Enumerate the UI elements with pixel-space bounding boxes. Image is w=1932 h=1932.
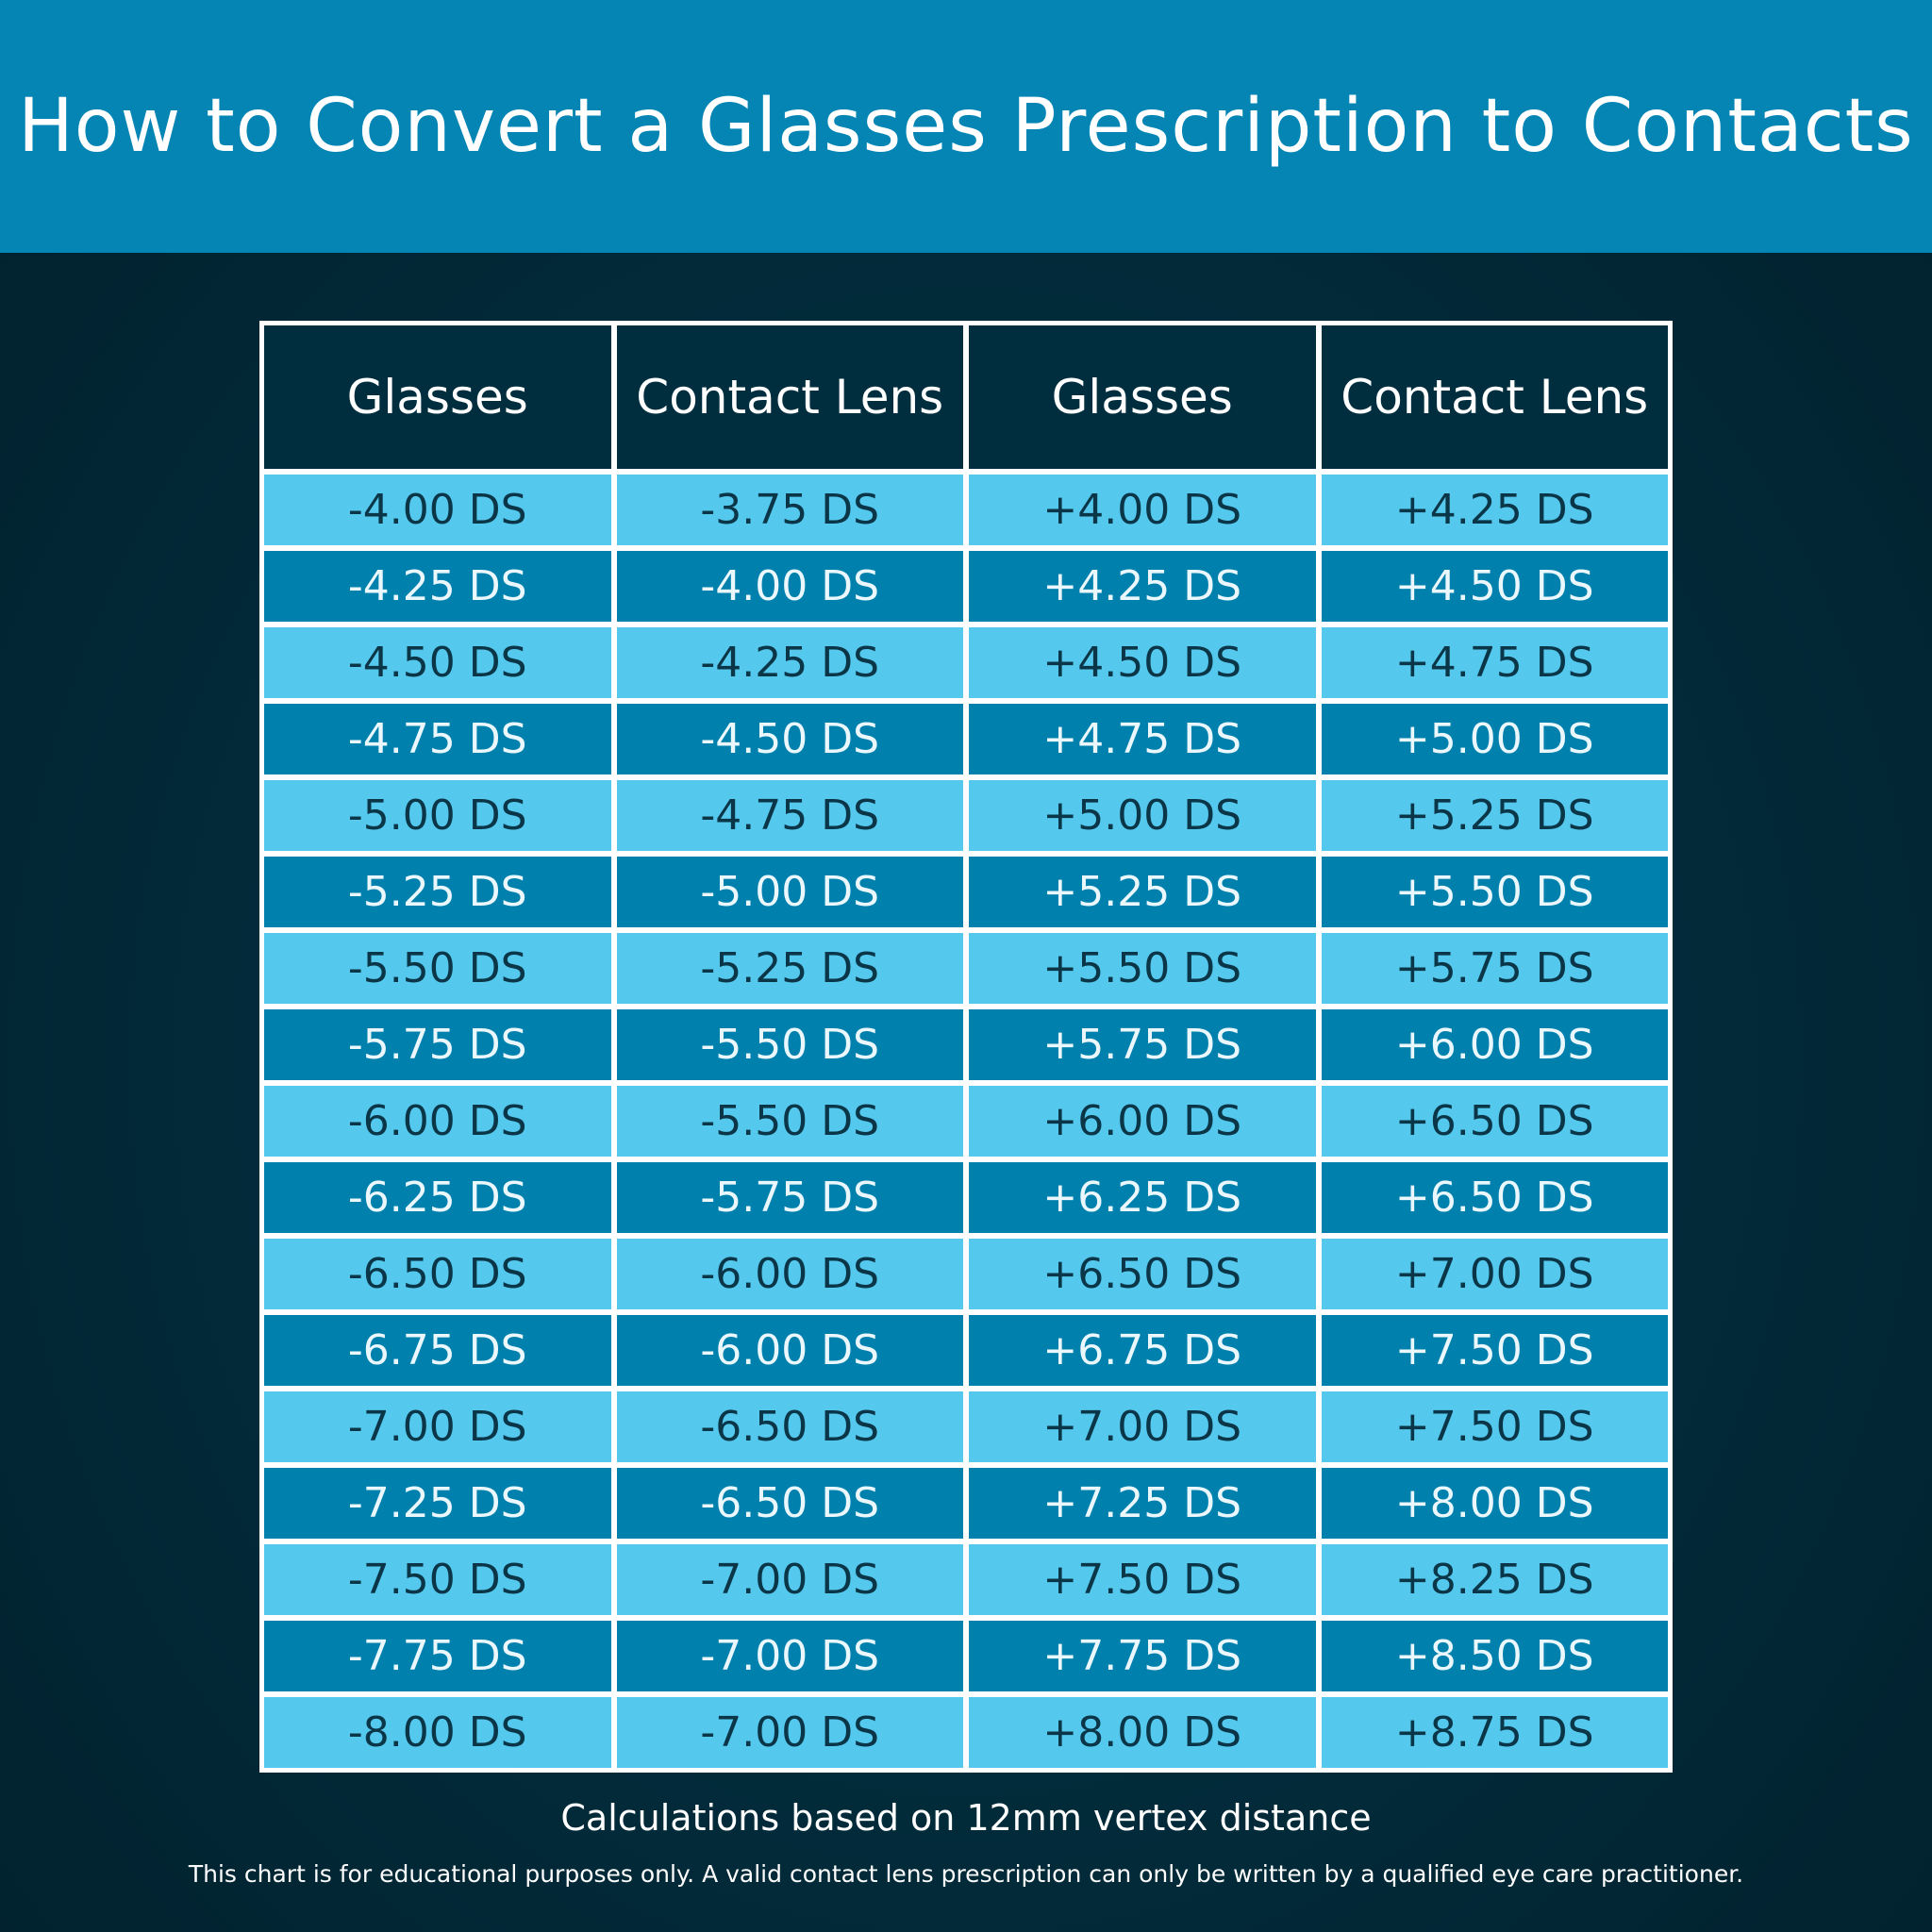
column-header-glasses-plus: Glasses bbox=[969, 325, 1316, 469]
table-cell: -7.00 DS bbox=[616, 1544, 963, 1615]
table-cell: +4.25 DS bbox=[1321, 475, 1668, 545]
column-header-contact-plus: Contact Lens bbox=[1321, 325, 1668, 469]
disclaimer: This chart is for educational purposes o… bbox=[188, 1860, 1744, 1888]
table-cell: -6.50 DS bbox=[616, 1468, 963, 1539]
table-cell: -4.75 DS bbox=[616, 780, 963, 851]
table-cell: -6.50 DS bbox=[264, 1239, 611, 1309]
table-cell: +6.00 DS bbox=[969, 1086, 1316, 1157]
table-cell: +4.00 DS bbox=[969, 475, 1316, 545]
table-cell: +8.25 DS bbox=[1321, 1544, 1668, 1615]
page-title: How to Convert a Glasses Prescription to… bbox=[18, 84, 1914, 169]
title-banner: How to Convert a Glasses Prescription to… bbox=[0, 0, 1932, 253]
table-cell: +6.50 DS bbox=[1321, 1086, 1668, 1157]
table-cell: +8.00 DS bbox=[1321, 1468, 1668, 1539]
caption: Calculations based on 12mm vertex distan… bbox=[560, 1797, 1372, 1839]
table-cell: -6.00 DS bbox=[616, 1315, 963, 1386]
table-cell: -8.00 DS bbox=[264, 1697, 611, 1768]
table-cell: -5.75 DS bbox=[616, 1162, 963, 1233]
table-cell: +5.50 DS bbox=[969, 933, 1316, 1004]
table-cell: +8.75 DS bbox=[1321, 1697, 1668, 1768]
table-cell: -4.75 DS bbox=[264, 704, 611, 774]
table-cell: +7.25 DS bbox=[969, 1468, 1316, 1539]
table-cell: +7.00 DS bbox=[1321, 1239, 1668, 1309]
table-cell: -4.00 DS bbox=[616, 551, 963, 622]
table-cell: +8.50 DS bbox=[1321, 1621, 1668, 1691]
table-cell: +5.50 DS bbox=[1321, 857, 1668, 927]
table-cell: +5.00 DS bbox=[969, 780, 1316, 851]
table-cell: +6.25 DS bbox=[969, 1162, 1316, 1233]
table-cell: +7.50 DS bbox=[969, 1544, 1316, 1615]
table-cell: +8.00 DS bbox=[969, 1697, 1316, 1768]
table-cell: +6.50 DS bbox=[1321, 1162, 1668, 1233]
table-cell: +4.75 DS bbox=[1321, 627, 1668, 698]
table-cell: -6.75 DS bbox=[264, 1315, 611, 1386]
table-cell: +4.75 DS bbox=[969, 704, 1316, 774]
table-cell: +6.75 DS bbox=[969, 1315, 1316, 1386]
column-header-contact-minus: Contact Lens bbox=[616, 325, 963, 469]
table-cell: -4.00 DS bbox=[264, 475, 611, 545]
table-cell: +5.75 DS bbox=[1321, 933, 1668, 1004]
table-cell: -4.50 DS bbox=[616, 704, 963, 774]
table-cell: -4.25 DS bbox=[264, 551, 611, 622]
table-cell: +7.50 DS bbox=[1321, 1391, 1668, 1462]
table-cell: +7.00 DS bbox=[969, 1391, 1316, 1462]
table-cell: +5.75 DS bbox=[969, 1009, 1316, 1080]
table-cell: -7.50 DS bbox=[264, 1544, 611, 1615]
table-cell: -6.00 DS bbox=[616, 1239, 963, 1309]
table-cell: +7.50 DS bbox=[1321, 1315, 1668, 1386]
table-cell: -5.25 DS bbox=[616, 933, 963, 1004]
table-cell: -5.75 DS bbox=[264, 1009, 611, 1080]
table-cell: +6.50 DS bbox=[969, 1239, 1316, 1309]
conversion-table: Glasses Contact Lens Glasses Contact Len… bbox=[259, 321, 1673, 1773]
table-cell: +7.75 DS bbox=[969, 1621, 1316, 1691]
table-cell: -5.00 DS bbox=[264, 780, 611, 851]
table-cell: +4.50 DS bbox=[969, 627, 1316, 698]
table-cell: +5.25 DS bbox=[1321, 780, 1668, 851]
table-cell: +5.00 DS bbox=[1321, 704, 1668, 774]
table-cell: -5.00 DS bbox=[616, 857, 963, 927]
table-cell: -7.00 DS bbox=[616, 1697, 963, 1768]
column-header-glasses-minus: Glasses bbox=[264, 325, 611, 469]
table-cell: +5.25 DS bbox=[969, 857, 1316, 927]
table-cell: -4.25 DS bbox=[616, 627, 963, 698]
table-cell: -4.50 DS bbox=[264, 627, 611, 698]
table-cell: -5.50 DS bbox=[616, 1009, 963, 1080]
table-cell: -7.25 DS bbox=[264, 1468, 611, 1539]
table-cell: -6.00 DS bbox=[264, 1086, 611, 1157]
table-cell: -5.50 DS bbox=[264, 933, 611, 1004]
table-cell: +4.25 DS bbox=[969, 551, 1316, 622]
table-cell: -7.00 DS bbox=[616, 1621, 963, 1691]
table-cell: +6.00 DS bbox=[1321, 1009, 1668, 1080]
table-cell: -7.75 DS bbox=[264, 1621, 611, 1691]
table-cell: -3.75 DS bbox=[616, 475, 963, 545]
table-cell: -5.25 DS bbox=[264, 857, 611, 927]
table-cell: +4.50 DS bbox=[1321, 551, 1668, 622]
table-cell: -6.25 DS bbox=[264, 1162, 611, 1233]
table-cell: -5.50 DS bbox=[616, 1086, 963, 1157]
table-cell: -7.00 DS bbox=[264, 1391, 611, 1462]
table-cell: -6.50 DS bbox=[616, 1391, 963, 1462]
